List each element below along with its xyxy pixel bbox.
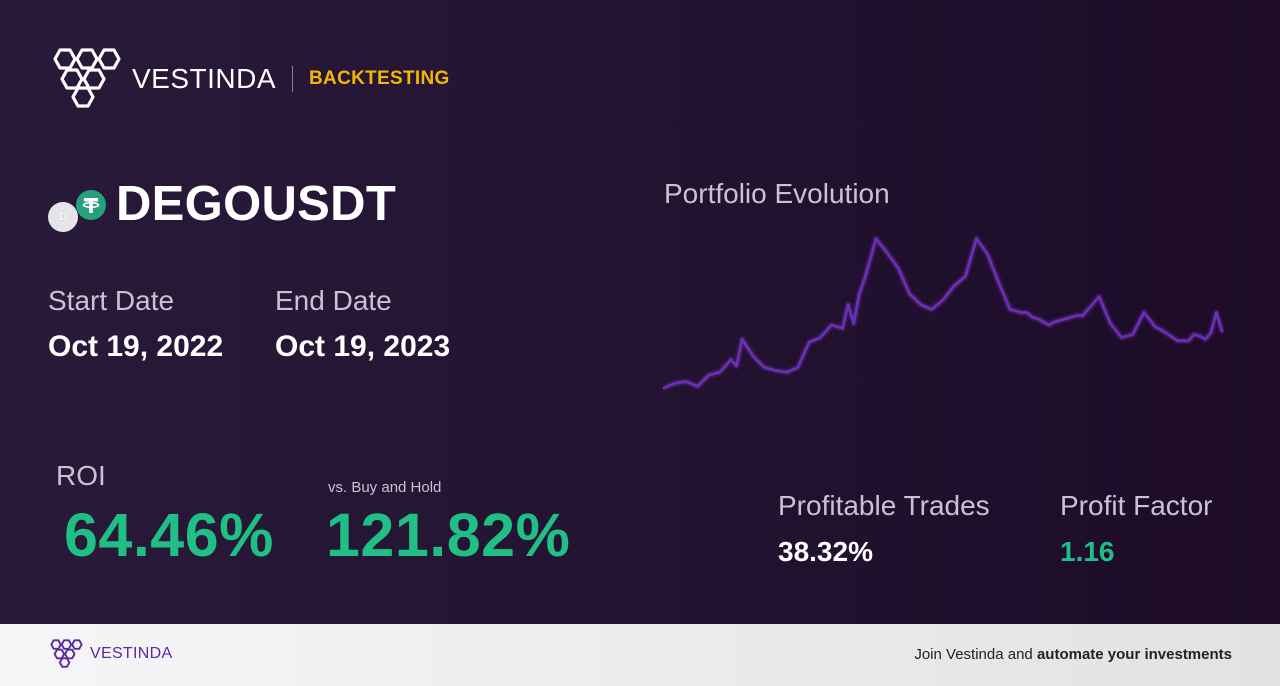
section-label: BACKTESTING	[309, 68, 450, 89]
roi-value: 64.46%	[64, 501, 274, 569]
footer-brand[interactable]: VESTINDA	[48, 638, 172, 670]
start-date-label: Start Date	[48, 285, 175, 316]
roi-label: ROI	[56, 460, 106, 491]
portfolio-evolution-chart	[662, 235, 1226, 392]
buy-hold-label: vs. Buy and Hold	[328, 479, 442, 496]
vestinda-logo-icon	[50, 639, 83, 668]
end-date-value: Oct 19, 2023	[275, 330, 451, 363]
footer-cta-bold: automate your investments	[1036, 646, 1232, 663]
footer-cta[interactable]: Join Vestinda and automate your investme…	[914, 646, 1232, 663]
profitable-trades-label: Profitable Trades	[778, 490, 990, 521]
brand-divider	[292, 66, 294, 92]
portfolio-line-glow	[662, 235, 1226, 392]
brand-name: VESTINDA	[132, 63, 277, 94]
footer-cta-prefix: Join Vestinda and	[914, 646, 1037, 663]
chart-title: Portfolio Evolution	[664, 178, 890, 209]
footer-bar: VESTINDA Join Vestinda and automate your…	[0, 624, 1280, 686]
footer-brand-name: VESTINDA	[90, 645, 173, 662]
end-date-label: End Date	[275, 285, 392, 316]
start-date-value: Oct 19, 2022	[48, 330, 224, 363]
share-card: VESTINDA BACKTESTING D DEGOUSDT Start Da…	[0, 0, 1280, 624]
buy-hold-value: 121.82%	[326, 501, 571, 569]
portfolio-line	[662, 237, 1224, 390]
dego-coin-icon: D	[48, 202, 78, 232]
profit-factor-label: Profit Factor	[1060, 490, 1213, 521]
pair-symbol: DEGOUSDT	[116, 177, 397, 231]
brand-header: VESTINDA BACKTESTING	[48, 46, 450, 112]
profit-factor-value: 1.16	[1060, 536, 1115, 567]
tether-coin-icon	[76, 190, 106, 220]
vestinda-logo-icon	[53, 48, 121, 108]
profitable-trades-value: 38.32%	[778, 536, 873, 567]
